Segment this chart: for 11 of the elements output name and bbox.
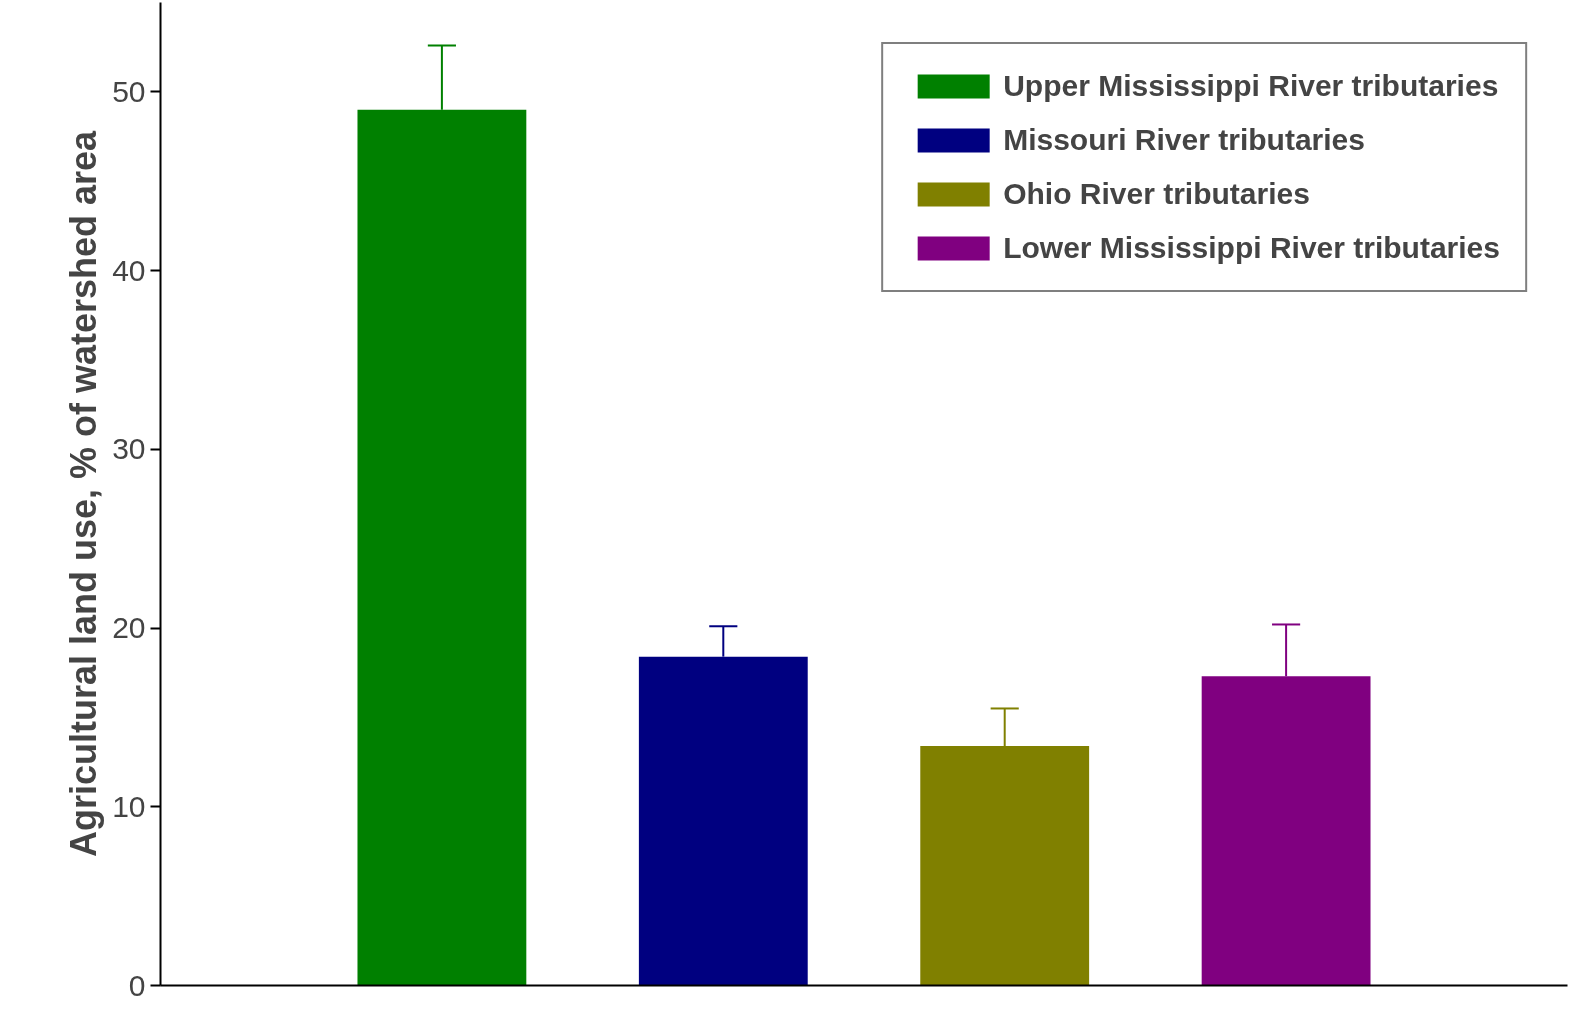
y-tick-label: 50: [112, 74, 146, 108]
y-tick-label: 30: [112, 432, 146, 466]
legend-label: Lower Mississippi River tributaries: [1003, 231, 1500, 265]
legend-label: Upper Mississippi River tributaries: [1003, 69, 1499, 103]
y-tick-label: 20: [112, 611, 146, 645]
y-tick-label: 0: [128, 968, 146, 1002]
y-tick-label: 10: [112, 789, 146, 823]
legend-label: Missouri River tributaries: [1003, 123, 1365, 157]
legend-label: Ohio River tributaries: [1003, 177, 1310, 211]
y-tick-label: 40: [112, 253, 146, 287]
y-axis-title: Agricultural land use, % of watershed area: [63, 129, 105, 858]
